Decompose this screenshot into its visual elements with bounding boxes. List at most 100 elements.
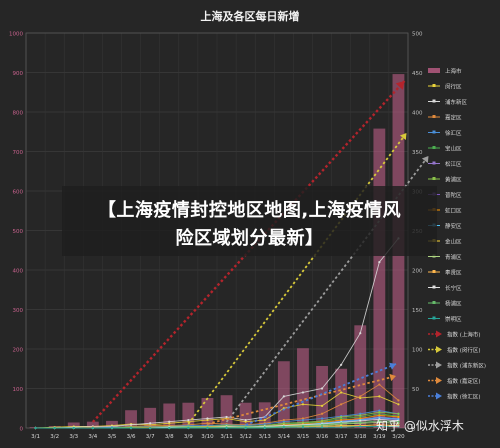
- line-point: [149, 422, 152, 425]
- legend-label: 青浦区: [445, 253, 462, 261]
- x-tick-label: 3/12: [239, 434, 251, 440]
- y-tick-label-right: 400: [412, 111, 423, 117]
- line-point: [206, 419, 209, 422]
- y-tick-label-left: 100: [13, 387, 24, 393]
- line-point: [397, 399, 400, 402]
- legend-swatch-marker: [432, 301, 436, 304]
- line-point: [320, 404, 324, 407]
- line-point: [301, 417, 305, 420]
- line-point: [301, 403, 305, 406]
- trend-arrowhead: [389, 373, 396, 382]
- y-tick-label-left: 500: [13, 229, 24, 235]
- line-point: [378, 383, 381, 386]
- bar-shanghai: [258, 402, 271, 428]
- line-point: [359, 415, 362, 419]
- legend-label: 嘉定区: [445, 114, 462, 122]
- y-tick-label-right: 200: [412, 269, 423, 275]
- legend-label: 金山区: [445, 238, 462, 246]
- trend-arrowhead: [421, 156, 429, 163]
- line-point: [378, 414, 381, 417]
- line-point: [378, 409, 381, 412]
- line-point: [320, 426, 324, 429]
- x-tick-label: 3/16: [316, 434, 329, 440]
- line-point: [359, 332, 362, 335]
- line-point: [263, 419, 266, 422]
- line-point: [359, 412, 362, 415]
- bar-shanghai: [106, 420, 118, 428]
- line-point: [320, 423, 324, 426]
- line-point: [340, 415, 343, 419]
- bar-shanghai: [220, 395, 233, 428]
- legend-swatch-marker: [432, 99, 436, 103]
- line-point: [359, 425, 362, 428]
- line-point: [91, 426, 94, 430]
- line-point: [129, 423, 133, 426]
- legend-swatch-marker: [432, 177, 436, 180]
- line-point: [301, 424, 305, 427]
- line-point: [397, 425, 400, 428]
- line-point: [187, 419, 190, 422]
- legend-label: 黄浦区: [445, 176, 462, 184]
- y-tick-label-left: 300: [13, 308, 24, 314]
- bar-shanghai: [86, 421, 99, 428]
- x-tick-label: 3/8: [165, 434, 174, 440]
- line-series: [35, 425, 399, 429]
- y-tick-label-left: 400: [13, 269, 24, 275]
- legend-swatch-marker: [432, 146, 436, 149]
- line-point: [378, 419, 381, 422]
- bar-shanghai: [354, 325, 367, 428]
- line-point: [72, 426, 75, 430]
- legend-label: 长宁区: [445, 284, 462, 292]
- trend-line: [225, 155, 430, 423]
- line-series: [35, 238, 399, 429]
- line-point: [225, 415, 228, 419]
- bar-shanghai: [297, 348, 309, 428]
- legend-swatch-marker: [432, 316, 436, 320]
- line-point: [340, 422, 343, 425]
- line-point: [397, 420, 400, 423]
- legend-label: 普陀区: [445, 191, 462, 199]
- line-point: [378, 261, 381, 264]
- x-tick-label: 3/3: [69, 434, 78, 440]
- line-point: [340, 426, 343, 429]
- bar-shanghai: [144, 407, 157, 428]
- line-point: [359, 421, 362, 424]
- bar-shanghai: [277, 361, 290, 428]
- x-tick-label: 3/19: [373, 434, 386, 440]
- headline-line-1: 【上海疫情封控地区地图,上海疫情风: [97, 200, 402, 221]
- line-point: [206, 417, 209, 420]
- x-tick-label: 3/10: [201, 434, 214, 440]
- y-tick-label-right: 450: [412, 71, 423, 77]
- line-point: [378, 412, 381, 415]
- y-tick-label-right: 150: [412, 308, 423, 314]
- line-point: [225, 426, 228, 430]
- line-point: [320, 417, 324, 420]
- line-point: [187, 426, 190, 430]
- x-tick-label: 3/1: [31, 434, 40, 440]
- y-tick-label-left: 1000: [9, 32, 23, 38]
- legend-swatch-marker: [432, 161, 436, 165]
- line-point: [340, 403, 343, 406]
- line-point: [340, 391, 343, 394]
- line-point: [282, 420, 285, 423]
- legend-swatch-marker: [432, 270, 436, 273]
- line-point: [129, 426, 133, 430]
- y-tick-label-left: 700: [13, 150, 24, 156]
- line-point: [320, 412, 324, 415]
- line-point: [149, 426, 152, 430]
- x-tick-label: 3/9: [184, 434, 193, 440]
- x-tick-label: 3/18: [354, 434, 367, 440]
- line-point: [301, 426, 305, 429]
- legend-label: 指数 (嘉定区): [447, 377, 481, 385]
- legend-label: 指数 (徐汇区): [447, 393, 481, 401]
- line-point: [320, 387, 324, 390]
- legend-label: 上海市: [445, 67, 462, 75]
- line-point: [378, 418, 381, 421]
- y-tick-label-right: 100: [412, 348, 423, 354]
- line-point: [263, 426, 266, 430]
- line-point: [397, 412, 400, 415]
- y-tick-label-right: 500: [412, 32, 423, 38]
- line-point: [378, 416, 381, 419]
- line-series: [35, 383, 399, 429]
